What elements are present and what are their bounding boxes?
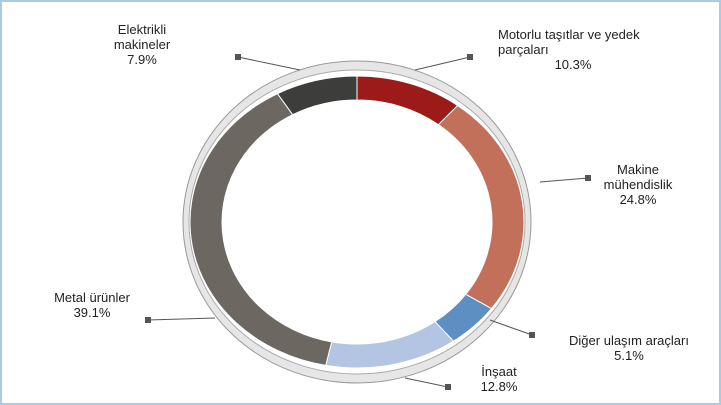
category-name: Motorlu taşıtlar ve yedek parçaları bbox=[498, 27, 640, 57]
inner-ring bbox=[188, 69, 526, 375]
category-name: İnşaat bbox=[481, 364, 517, 379]
donut-segment bbox=[276, 75, 358, 116]
leader-line bbox=[404, 377, 449, 388]
slice-label: Makine mühendislik 24.8% bbox=[598, 162, 678, 207]
value-label: 39.1% bbox=[73, 305, 111, 320]
category-name: Metal ürünler bbox=[54, 290, 130, 305]
slice-label: Elektrikli makineler 7.9% bbox=[97, 22, 187, 67]
leader-marker bbox=[445, 384, 451, 390]
leader-line bbox=[539, 177, 589, 183]
category-name: Makine mühendislik bbox=[603, 162, 673, 192]
slice-label: İnşaat 12.8% bbox=[464, 364, 534, 394]
leader-marker bbox=[467, 54, 473, 60]
leader-line bbox=[414, 56, 471, 71]
leader-marker bbox=[145, 317, 151, 323]
value-label: 10.3% bbox=[554, 57, 592, 72]
value-label: 24.8% bbox=[619, 192, 657, 207]
leader-line bbox=[489, 319, 533, 336]
value-label: 5.1% bbox=[614, 348, 644, 363]
leader-line bbox=[237, 56, 301, 71]
leader-marker bbox=[585, 175, 591, 181]
leader-marker bbox=[529, 332, 535, 338]
category-name: Elektrikli makineler bbox=[113, 22, 171, 52]
value-label: 7.9% bbox=[127, 52, 157, 67]
leader-marker bbox=[235, 54, 241, 60]
slice-label: Motorlu taşıtlar ve yedek parçaları 10.3% bbox=[498, 27, 648, 72]
leader-line bbox=[147, 317, 216, 321]
value-label: 12.8% bbox=[480, 379, 518, 394]
slice-label: Diğer ulaşım araçları 5.1% bbox=[544, 333, 714, 363]
slice-label: Metal ürünler 39.1% bbox=[32, 290, 152, 320]
category-name: Diğer ulaşım araçları bbox=[569, 333, 689, 348]
